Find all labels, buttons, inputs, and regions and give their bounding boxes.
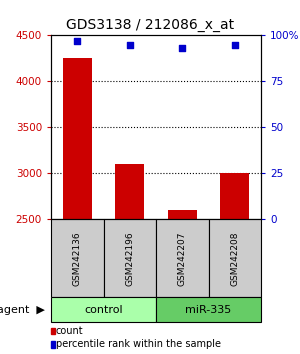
Text: GSM242136: GSM242136 <box>73 231 82 286</box>
Bar <box>115 164 144 219</box>
Text: agent  ▶: agent ▶ <box>0 305 45 315</box>
Text: GSM242196: GSM242196 <box>125 231 134 286</box>
Bar <box>220 173 249 219</box>
Bar <box>168 210 197 219</box>
Text: control: control <box>84 305 123 315</box>
Text: miR-335: miR-335 <box>185 305 232 315</box>
Bar <box>156 297 261 322</box>
Text: GSM242207: GSM242207 <box>178 231 187 286</box>
Bar <box>63 58 92 219</box>
Text: GSM242208: GSM242208 <box>230 231 239 286</box>
Text: GDS3138 / 212086_x_at: GDS3138 / 212086_x_at <box>66 18 234 32</box>
Point <box>232 42 237 47</box>
Bar <box>103 219 156 297</box>
Point <box>180 45 185 51</box>
Text: count: count <box>56 326 83 336</box>
Bar <box>156 219 208 297</box>
Text: percentile rank within the sample: percentile rank within the sample <box>56 339 221 349</box>
Point <box>128 42 132 47</box>
Point <box>75 38 80 44</box>
Bar <box>208 219 261 297</box>
Bar <box>51 297 156 322</box>
Bar <box>51 219 104 297</box>
